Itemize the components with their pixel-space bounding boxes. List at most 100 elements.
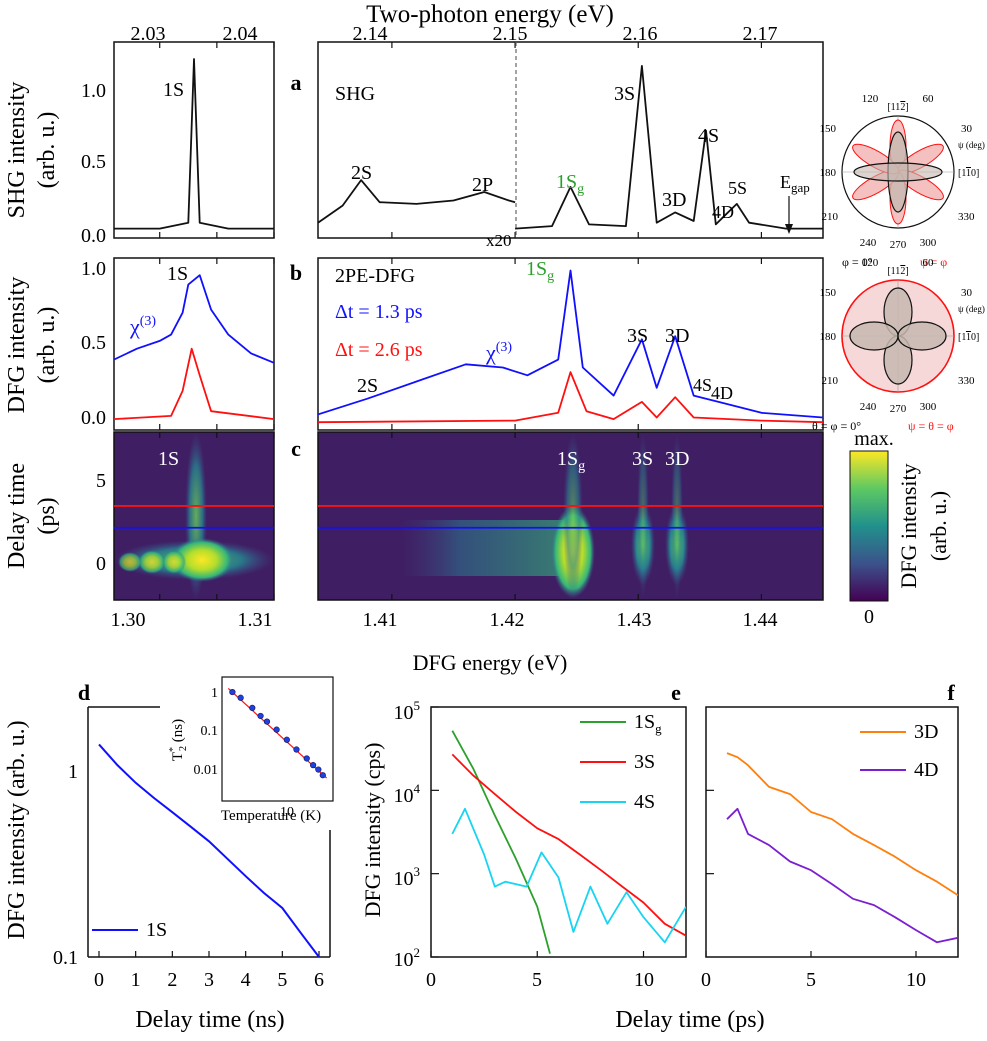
c-ytick-5: 5 <box>96 470 106 492</box>
d-series-1s <box>98 743 320 958</box>
polar-lower-a300: 300 <box>920 401 937 413</box>
c-left-1s-spot <box>170 538 234 582</box>
polar-upper-a120: 120 <box>862 93 879 105</box>
d-xtick-label-10: 5 <box>277 969 287 991</box>
e-legend-3s-label: 3S <box>634 751 655 773</box>
c-xtick-1-42: 1.42 <box>490 609 525 631</box>
top-tick-2-14: 2.14 <box>353 23 388 45</box>
b-dt-red-label: Δt = 2.6 ps <box>335 339 423 361</box>
polar-lower-a120: 120 <box>862 257 879 269</box>
c-left-fringe-1 <box>138 550 166 574</box>
c-yunit: (ps) <box>34 497 60 534</box>
e-series-1 <box>451 753 686 937</box>
panel-b-right-frame <box>317 257 824 431</box>
e-series-0 <box>451 730 551 954</box>
d-inset-ytick-0-01: 0.01 <box>194 763 219 778</box>
polar-lower-a210: 210 <box>822 375 839 387</box>
a-peak-4d: 4D <box>712 202 734 222</box>
polar-lower-a150: 150 <box>820 287 837 299</box>
f-series-1 <box>726 807 958 944</box>
polar-upper-a300: 300 <box>920 237 937 249</box>
d-inset-point-5 <box>273 726 280 733</box>
e-xtick-0: 0 <box>426 969 436 991</box>
c-xtick-1-30: 1.30 <box>111 609 146 631</box>
panel-e-ticks <box>430 706 645 958</box>
panel-f-lines <box>726 752 958 944</box>
panel-a-ticks <box>159 42 763 238</box>
colorbar-title: DFG intensity <box>896 463 921 588</box>
b-series-0-left <box>114 274 274 364</box>
d-inset-point-3 <box>257 712 264 720</box>
a-yunit: (arb. u.) <box>34 112 60 189</box>
polar-upper-a60: 60 <box>923 93 935 105</box>
e-ylabel: DFG intensity (cps) <box>360 743 385 918</box>
d-ytick-1: 1 <box>68 761 78 783</box>
a-x20-label: x20 <box>486 231 512 250</box>
panel-b-lines <box>114 269 823 424</box>
d-inset-ytick-1: 1 <box>211 686 218 701</box>
f-xtick-0: 0 <box>701 969 711 991</box>
b-series-0-right <box>318 269 823 419</box>
c-xtick-1-43: 1.43 <box>617 609 652 631</box>
a-peak-2p: 2P <box>472 174 493 196</box>
polar-upper-a150: 150 <box>820 123 837 135</box>
a-peak-4s: 4S <box>698 125 719 147</box>
d-inset-point-0 <box>229 688 236 696</box>
e-ytick-1e3: 103 <box>394 864 421 890</box>
panel-b: 1.0 0.5 0.0 DFG intensity (arb. u.) b 2P… <box>4 257 824 431</box>
d-xlabel: Delay time (ns) <box>135 1007 284 1033</box>
b-dt-blue-label: Δt = 1.3 ps <box>335 301 423 323</box>
a-egap-arrow-head <box>785 224 793 234</box>
f-xtick-10: 10 <box>906 969 926 991</box>
polar-lower-a330: 330 <box>958 375 975 387</box>
b-ylabel: DFG intensity <box>4 277 30 414</box>
panel-e-lines <box>451 730 686 954</box>
c-peak-3d: 3D <box>665 448 689 470</box>
top-tick-2-16: 2.16 <box>623 23 658 45</box>
panel-a-lines <box>114 58 823 230</box>
d-xtick-label-8: 4 <box>241 969 251 991</box>
b-peak-3s: 3S <box>627 325 648 347</box>
d-xtick-label-2: 1 <box>131 969 141 991</box>
b-ytick-1-0: 1.0 <box>81 258 106 280</box>
polar-upper-top-dir: [112] <box>887 102 908 113</box>
d-inset-point-4 <box>263 718 271 725</box>
b-series-1-right <box>318 371 823 424</box>
panel-d-ticks: 0 1 2 3 4 5 6 <box>94 951 324 991</box>
b-ytick-0-0: 0.0 <box>81 407 106 429</box>
polar-upper-a270: 270 <box>890 239 907 251</box>
polar-lower-lobe-left <box>849 321 899 351</box>
b-peak-4s: 4S <box>693 375 712 395</box>
c-right-frame <box>317 431 824 601</box>
d-inset-point-7 <box>293 746 300 753</box>
panel-a: 2.03 2.04 2.14 2.15 2.16 2.17 1.0 0.5 0.… <box>4 23 824 250</box>
top-tick-2-04: 2.04 <box>223 23 258 45</box>
f-legend-4d-label: 4D <box>914 759 938 781</box>
d-inset-ylabel: T*2 (ns) <box>168 719 189 761</box>
top-tick-2-03: 2.03 <box>131 23 166 45</box>
polar-lower: 120 60 150 30 180 210 330 240 270 300 [1… <box>812 257 985 433</box>
panel-c: 5 0 Delay time (ps) c 1S 1Sg 3S 3D 1.30 … <box>4 428 951 675</box>
b-peak-3d: 3D <box>665 325 689 347</box>
polar-upper-psi-label: ψ (deg) <box>958 140 985 150</box>
polar-lower-right-dir: [110] <box>958 332 979 343</box>
e-ytick-1e5: 105 <box>394 698 421 724</box>
panel-e-letter: e <box>671 680 681 705</box>
polar-upper-a180: 180 <box>820 167 837 179</box>
panel-b-ticks <box>159 258 763 430</box>
b-peak-1s: 1S <box>167 263 188 285</box>
e-frame <box>430 706 687 958</box>
d-inset-point-6 <box>283 736 290 743</box>
c-right-1sg-streak <box>563 432 583 600</box>
polar-lower-a30: 30 <box>961 287 973 299</box>
c-right-3d-streak <box>671 432 683 600</box>
polar-upper-right-dir: [110] <box>958 168 979 179</box>
polar-lower-a180: 180 <box>820 331 837 343</box>
panel-f-letter: f <box>947 680 955 705</box>
polar-upper-a210: 210 <box>822 211 839 223</box>
c-xtick-1-41: 1.41 <box>363 609 398 631</box>
panel-a-right-frame <box>317 41 824 239</box>
polar-lower-right-caption: ψ = θ = φ <box>908 419 954 433</box>
c-left-fringe-2 <box>162 550 186 574</box>
